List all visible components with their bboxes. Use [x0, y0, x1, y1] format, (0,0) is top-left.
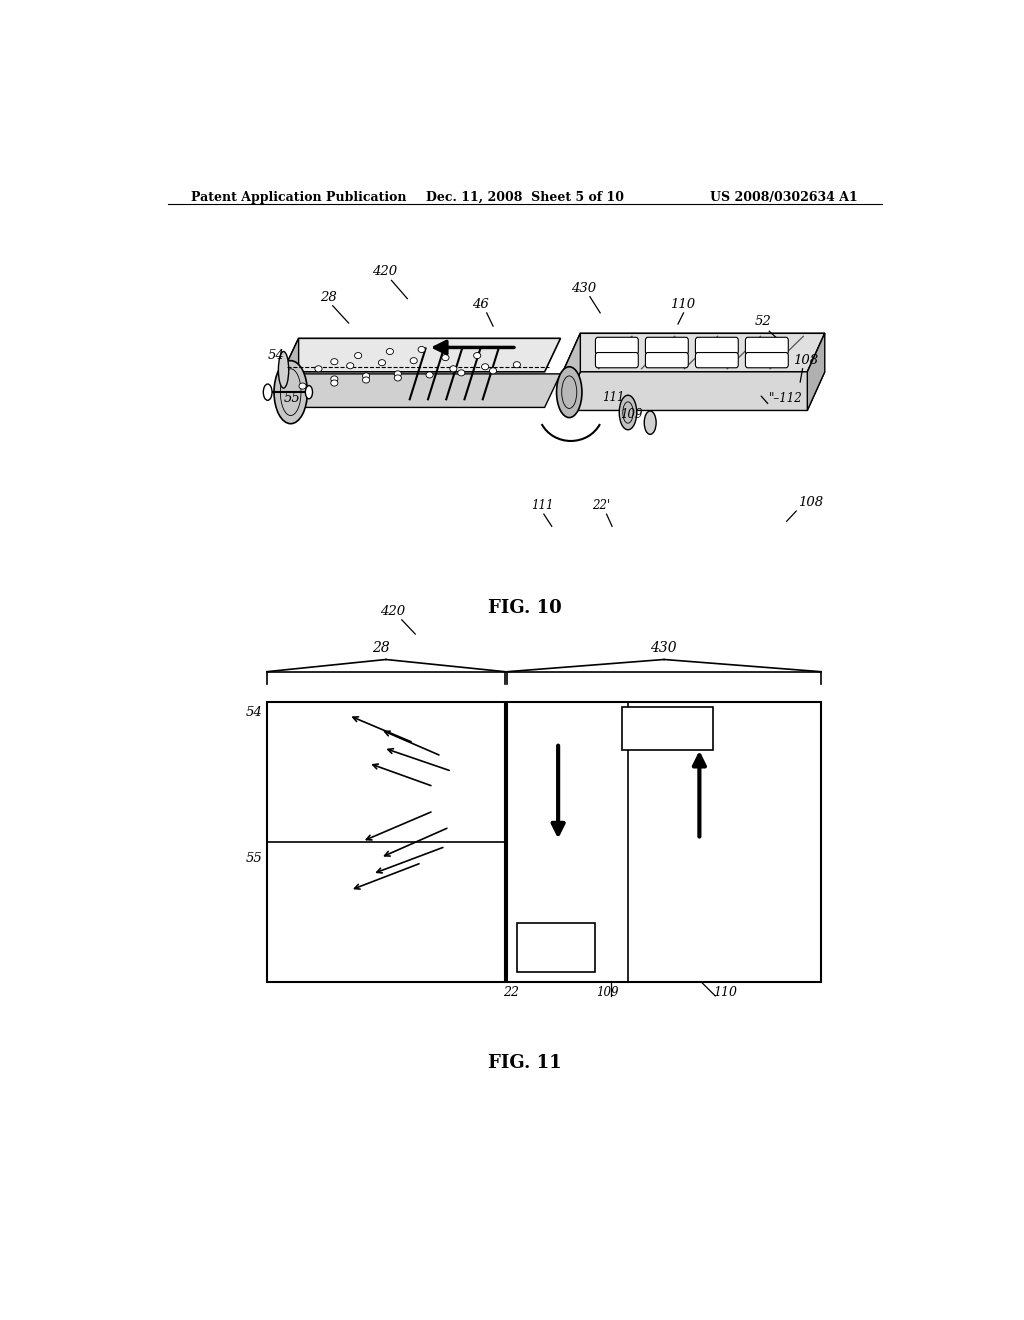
Text: 430: 430	[650, 642, 677, 656]
Ellipse shape	[644, 411, 656, 434]
Ellipse shape	[347, 363, 353, 368]
Ellipse shape	[481, 364, 488, 370]
Text: FIG. 11: FIG. 11	[488, 1053, 561, 1072]
Ellipse shape	[426, 372, 433, 378]
FancyBboxPatch shape	[695, 338, 738, 355]
Text: 111: 111	[531, 499, 554, 512]
Ellipse shape	[331, 380, 338, 385]
Ellipse shape	[513, 362, 520, 368]
Text: 430: 430	[570, 281, 596, 294]
Ellipse shape	[274, 360, 307, 424]
FancyBboxPatch shape	[645, 352, 688, 368]
Text: 420: 420	[373, 265, 397, 279]
Polygon shape	[283, 338, 560, 372]
Ellipse shape	[315, 366, 322, 372]
Ellipse shape	[331, 359, 338, 364]
Ellipse shape	[263, 384, 272, 400]
Bar	[507, 702, 821, 982]
Text: 420: 420	[380, 605, 406, 618]
FancyBboxPatch shape	[745, 352, 788, 368]
Text: 54: 54	[267, 348, 285, 362]
Text: Patent Application Publication: Patent Application Publication	[191, 191, 407, 203]
Text: 110: 110	[713, 986, 737, 999]
Text: 110: 110	[670, 298, 695, 312]
Ellipse shape	[379, 359, 385, 366]
FancyBboxPatch shape	[595, 338, 638, 355]
Text: US 2008/0302634 A1: US 2008/0302634 A1	[711, 191, 858, 203]
Text: 108: 108	[793, 354, 818, 367]
Ellipse shape	[362, 378, 370, 383]
Polygon shape	[563, 333, 824, 372]
Text: 54: 54	[246, 706, 262, 719]
Bar	[517, 923, 595, 972]
Ellipse shape	[362, 372, 370, 379]
Ellipse shape	[305, 385, 312, 399]
Text: "–112: "–112	[769, 392, 803, 405]
Ellipse shape	[331, 376, 338, 381]
Ellipse shape	[418, 346, 425, 352]
Ellipse shape	[450, 366, 457, 372]
Bar	[622, 708, 713, 750]
Ellipse shape	[620, 395, 637, 430]
Text: 109: 109	[596, 986, 618, 999]
Ellipse shape	[442, 355, 449, 360]
Ellipse shape	[354, 352, 361, 359]
Polygon shape	[283, 374, 560, 408]
Text: 46: 46	[472, 298, 488, 312]
Text: 109: 109	[620, 408, 642, 421]
Text: 28: 28	[321, 290, 337, 304]
Ellipse shape	[299, 383, 306, 389]
Text: 28: 28	[372, 642, 389, 656]
Text: 52: 52	[755, 315, 772, 329]
Bar	[267, 702, 505, 982]
Text: 22: 22	[503, 986, 518, 999]
Polygon shape	[563, 372, 824, 411]
Text: 108: 108	[798, 496, 823, 510]
Ellipse shape	[489, 368, 497, 374]
Polygon shape	[283, 338, 299, 408]
Ellipse shape	[394, 375, 401, 381]
Ellipse shape	[474, 352, 480, 359]
FancyBboxPatch shape	[595, 352, 638, 368]
Text: 55: 55	[246, 851, 262, 865]
Text: Dec. 11, 2008  Sheet 5 of 10: Dec. 11, 2008 Sheet 5 of 10	[426, 191, 624, 203]
Text: 55: 55	[284, 392, 300, 405]
Text: 111: 111	[602, 391, 625, 404]
Ellipse shape	[279, 351, 289, 388]
Polygon shape	[807, 333, 824, 411]
Ellipse shape	[394, 371, 401, 378]
Text: FIG. 10: FIG. 10	[487, 599, 562, 616]
FancyBboxPatch shape	[645, 338, 688, 355]
Ellipse shape	[557, 367, 582, 417]
Ellipse shape	[458, 370, 465, 376]
Ellipse shape	[386, 348, 393, 355]
FancyBboxPatch shape	[745, 338, 788, 355]
Polygon shape	[563, 333, 581, 411]
Ellipse shape	[411, 358, 417, 364]
FancyBboxPatch shape	[695, 352, 738, 368]
Text: 22': 22'	[592, 499, 610, 512]
